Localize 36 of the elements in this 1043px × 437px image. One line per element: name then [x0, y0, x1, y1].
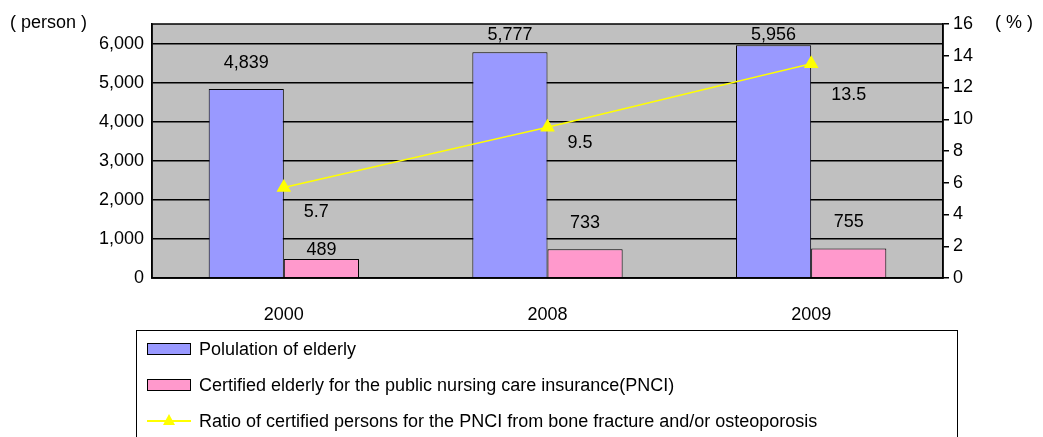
x-tick-label: 2008: [527, 303, 568, 324]
data-label: 5,956: [751, 23, 797, 44]
y2-tick-label: 4: [953, 203, 964, 224]
data-label: 489: [306, 238, 337, 259]
y2-axis-title: ( % ): [995, 12, 1033, 33]
y2-tick-label: 14: [953, 44, 974, 65]
x-tick-label: 2000: [263, 303, 304, 324]
legend-label: Ratio of certified persons for the PNCI from bone fracture and/or osteoporosis: [199, 410, 818, 432]
y2-tick-label: 2: [953, 235, 964, 256]
y-tick-label: 1,000: [98, 227, 144, 248]
point: [540, 119, 555, 132]
y-tick-label: 0: [133, 266, 144, 287]
x-tick-label: 2009: [791, 303, 832, 324]
point: [804, 55, 818, 68]
y2-tick-label: 6: [953, 171, 964, 192]
y-axis-title: ( person ): [10, 12, 88, 33]
legend-label: Certified elderly for the public nursing care insurance(PNCI): [199, 374, 675, 396]
y2-tick-label: 0: [953, 266, 964, 287]
data-label: 9.5: [567, 132, 593, 153]
data-label: 4,839: [223, 51, 269, 72]
data-label: 733: [570, 212, 601, 233]
y-tick-label: 2,000: [98, 188, 144, 209]
y2-tick-label: 12: [953, 76, 974, 97]
y-tick-label: 4,000: [98, 110, 144, 131]
y2-tick-label: 8: [953, 139, 964, 160]
data-label: 5.7: [303, 200, 329, 221]
data-label: 5,777: [487, 23, 533, 44]
data-label: 755: [833, 211, 864, 232]
y-tick-label: 6,000: [98, 32, 144, 53]
y2-tick-label: 16: [953, 12, 974, 33]
legend-label: Polulation of elderly: [199, 338, 357, 360]
data-label: 13.5: [831, 83, 867, 104]
y-tick-label: 3,000: [98, 149, 144, 170]
y-tick-label: 5,000: [98, 71, 144, 92]
point: [277, 179, 291, 192]
y2-tick-label: 10: [953, 108, 974, 129]
